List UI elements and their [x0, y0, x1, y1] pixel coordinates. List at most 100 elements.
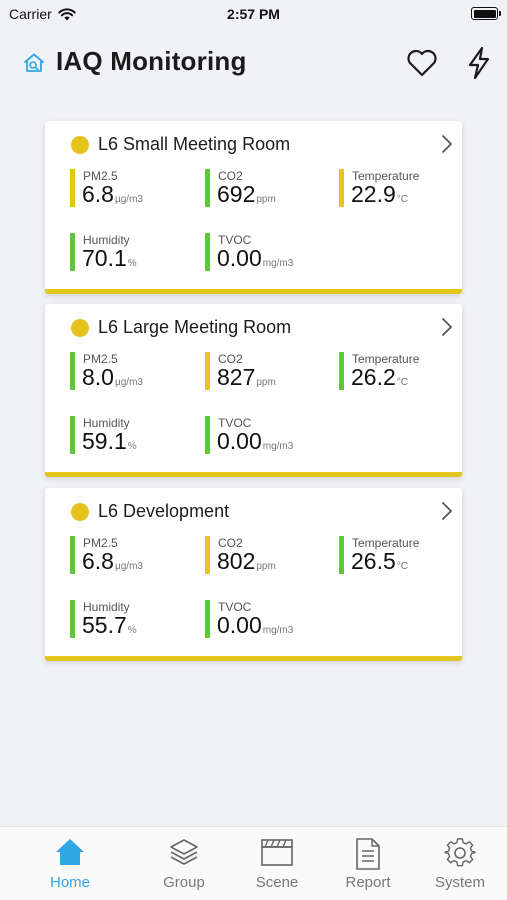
- metric-value: 802: [217, 548, 256, 574]
- home-monitor-icon: [24, 53, 44, 72]
- room-header: L6 Small Meeting Room: [71, 134, 290, 155]
- metric-status-bar: [70, 416, 75, 454]
- metric-value: 26.5: [351, 548, 396, 574]
- metric-status-bar: [70, 352, 75, 390]
- room-name: L6 Development: [98, 501, 230, 521]
- metric-label: Temperature: [352, 536, 420, 550]
- metric-label: TVOC: [218, 600, 252, 614]
- favorites-button[interactable]: [404, 46, 440, 80]
- metric-status-bar: [205, 416, 210, 454]
- metric-status-bar: [339, 352, 344, 390]
- metric-value: 6.8: [82, 548, 114, 574]
- tab-report[interactable]: Report: [323, 827, 413, 900]
- metric-status-bar: [205, 233, 210, 271]
- heart-icon: [407, 49, 437, 77]
- room-name: L6 Small Meeting Room: [98, 134, 291, 154]
- metric-unit: μg/m3: [114, 377, 143, 388]
- metric-unit: ppm: [256, 561, 276, 572]
- metric-label: Temperature: [352, 352, 420, 366]
- wifi-icon: [58, 7, 76, 20]
- room-card[interactable]: L6 Development PM2.5 6.8μg/m3 CO2 802ppm Temp…: [45, 488, 462, 661]
- metric-unit: ppm: [256, 194, 276, 205]
- tab-label: Scene: [255, 874, 299, 891]
- metric-label: TVOC: [218, 233, 252, 247]
- status-time: 2:57 PM: [227, 6, 280, 22]
- metric-label: TVOC: [218, 416, 252, 430]
- tab-home[interactable]: Home: [25, 827, 115, 900]
- metric-value: 0.00: [217, 428, 262, 454]
- metric-unit: °C: [396, 561, 408, 572]
- metric-status-bar: [205, 536, 210, 574]
- metric-unit: μg/m3: [114, 561, 143, 572]
- tab-label: Home: [49, 874, 90, 891]
- metric-status-bar: [70, 536, 75, 574]
- metric-status-bar: [205, 600, 210, 638]
- metric-label: Humidity: [83, 600, 130, 614]
- metric-unit: mg/m3: [262, 258, 294, 269]
- battery-icon: [471, 7, 501, 20]
- room-card[interactable]: L6 Large Meeting Room PM2.5 8.0μg/m3 CO2 827…: [45, 304, 462, 477]
- chevron-right-icon[interactable]: [440, 133, 454, 155]
- tab-system[interactable]: System: [415, 827, 505, 900]
- room-card[interactable]: L6 Small Meeting Room PM2.5 6.8μg/m3 CO2 692…: [45, 121, 462, 294]
- metric-unit: °C: [396, 377, 408, 388]
- chevron-right-icon[interactable]: [440, 316, 454, 338]
- metric-unit: mg/m3: [262, 625, 294, 636]
- metric-value: 0.00: [217, 612, 262, 638]
- room-status-dot: [71, 318, 89, 337]
- tab-label: System: [434, 874, 485, 891]
- tab-bar: Home Group Scene: [0, 826, 507, 900]
- room-status-dot: [71, 502, 89, 521]
- metric-unit: %: [127, 258, 137, 269]
- status-bar: Carrier 2:57 PM: [0, 0, 507, 28]
- card-status-strip: [45, 656, 462, 661]
- metric-value: 692: [217, 181, 256, 207]
- metric-status-bar: [70, 600, 75, 638]
- metric-label: PM2.5: [83, 169, 118, 183]
- lightning-icon: [468, 46, 490, 80]
- home-icon: [56, 839, 84, 865]
- metric-value: 59.1: [82, 428, 127, 454]
- metric-status-bar: [70, 169, 75, 207]
- metric-label: CO2: [218, 169, 243, 183]
- metric-unit: ppm: [256, 377, 276, 388]
- metric-label: CO2: [218, 536, 243, 550]
- metric-value: 70.1: [82, 245, 127, 271]
- metric-unit: °C: [396, 194, 408, 205]
- metric-value: 22.9: [351, 181, 396, 207]
- metric-status-bar: [339, 536, 344, 574]
- metric-label: Humidity: [83, 416, 130, 430]
- tab-group[interactable]: Group: [139, 827, 229, 900]
- room-header: L6 Development: [71, 501, 229, 522]
- metric-status-bar: [70, 233, 75, 271]
- metric-value: 8.0: [82, 364, 114, 390]
- tab-label: Group: [163, 874, 205, 891]
- app-header: IAQ Monitoring: [0, 40, 507, 88]
- quick-action-button[interactable]: [462, 44, 496, 82]
- document-icon: [356, 838, 380, 870]
- layers-icon: [170, 839, 198, 865]
- metric-label: PM2.5: [83, 352, 118, 366]
- metric-status-bar: [205, 352, 210, 390]
- chevron-right-icon[interactable]: [440, 500, 454, 522]
- clapperboard-icon: [261, 839, 293, 866]
- metric-value: 55.7: [82, 612, 127, 638]
- card-status-strip: [45, 472, 462, 477]
- carrier-label: Carrier: [9, 6, 52, 22]
- card-status-strip: [45, 289, 462, 294]
- page-title: IAQ Monitoring: [56, 46, 247, 76]
- metric-value: 827: [217, 364, 256, 390]
- metric-label: Humidity: [83, 233, 130, 247]
- metric-unit: %: [127, 625, 137, 636]
- room-header: L6 Large Meeting Room: [71, 317, 291, 338]
- metric-label: CO2: [218, 352, 243, 366]
- room-status-dot: [71, 135, 89, 154]
- metric-unit: mg/m3: [262, 441, 294, 452]
- metric-status-bar: [205, 169, 210, 207]
- metric-value: 0.00: [217, 245, 262, 271]
- tab-scene[interactable]: Scene: [232, 827, 322, 900]
- tab-label: Report: [345, 874, 391, 891]
- metric-unit: %: [127, 441, 137, 452]
- room-name: L6 Large Meeting Room: [98, 317, 292, 337]
- metric-unit: μg/m3: [114, 194, 143, 205]
